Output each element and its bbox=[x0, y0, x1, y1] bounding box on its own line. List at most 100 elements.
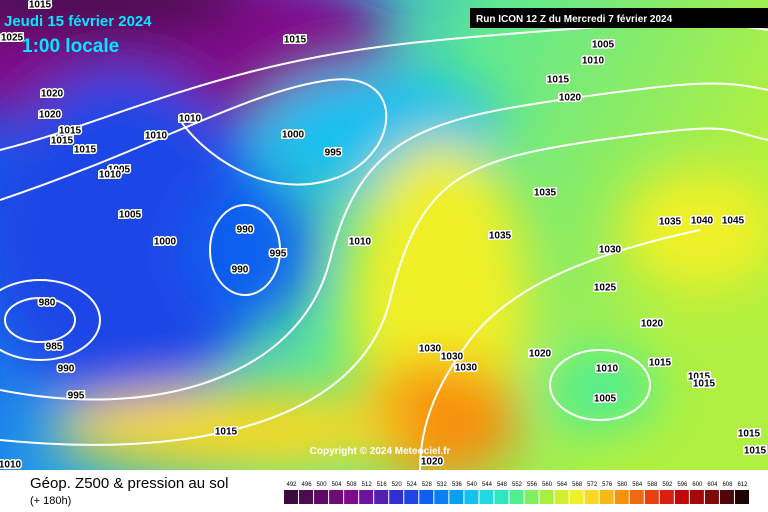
isobar-label: 990 bbox=[58, 364, 75, 375]
isobar-label: 1010 bbox=[179, 114, 202, 125]
isobar-label: 990 bbox=[237, 225, 254, 236]
isobar-label: 1005 bbox=[594, 394, 617, 405]
legend-label: 544 bbox=[482, 482, 493, 488]
isobar-label: 1030 bbox=[599, 245, 622, 256]
time: 1:00 locale bbox=[22, 36, 119, 57]
legend-swatch bbox=[734, 490, 749, 504]
isobar-label: 1015 bbox=[744, 446, 767, 457]
legend-label: 608 bbox=[722, 482, 733, 488]
isobar-label: 1005 bbox=[108, 165, 131, 176]
footer-subtitle: (+ 180h) bbox=[30, 495, 71, 507]
isobar-label: 990 bbox=[232, 265, 249, 276]
legend-label: 508 bbox=[347, 482, 358, 488]
isobar-label: 1010 bbox=[349, 237, 372, 248]
isobar-label: 1020 bbox=[39, 110, 62, 121]
legend-swatch bbox=[629, 490, 644, 504]
isobar-label: 995 bbox=[68, 391, 85, 402]
isobar-label: 1015 bbox=[74, 145, 97, 156]
legend-swatch bbox=[299, 490, 314, 504]
field bbox=[0, 0, 768, 480]
isobar-label: 1020 bbox=[641, 319, 664, 330]
isobar-label: 1005 bbox=[592, 40, 615, 51]
isobar-label: 995 bbox=[325, 148, 342, 159]
legend-label: 520 bbox=[392, 482, 403, 488]
legend-swatch bbox=[569, 490, 584, 504]
legend-swatch bbox=[704, 490, 719, 504]
isobar-label: 1020 bbox=[421, 457, 444, 468]
footer-title: Géop. Z500 & pression au sol bbox=[30, 475, 228, 492]
legend-swatch bbox=[344, 490, 359, 504]
isobar-label: 1015 bbox=[693, 379, 716, 390]
isobar-label: 1030 bbox=[441, 352, 464, 363]
legend-label: 612 bbox=[737, 482, 748, 488]
isobar-label: 1030 bbox=[455, 363, 478, 374]
isobar-label: 1010 bbox=[145, 131, 168, 142]
legend-swatch bbox=[434, 490, 449, 504]
isobar-label: 1015 bbox=[51, 136, 74, 147]
legend-swatch bbox=[644, 490, 659, 504]
isobar-label: 1025 bbox=[1, 33, 24, 44]
legend-swatch bbox=[464, 490, 479, 504]
isobar-label: 1040 bbox=[691, 216, 714, 227]
copyright: Copyright © 2024 Meteociel.fr bbox=[310, 446, 451, 457]
isobar-label: 1015 bbox=[738, 429, 761, 440]
legend-swatch bbox=[509, 490, 524, 504]
legend-swatch bbox=[659, 490, 674, 504]
isobar-label: 1015 bbox=[547, 75, 570, 86]
legend-label: 596 bbox=[677, 482, 688, 488]
legend-swatch bbox=[719, 490, 734, 504]
legend-swatch bbox=[614, 490, 629, 504]
legend-label: 496 bbox=[302, 482, 313, 488]
legend-swatch bbox=[359, 490, 374, 504]
isobar-label: 1015 bbox=[215, 427, 238, 438]
isobar-label: 1025 bbox=[594, 283, 617, 294]
legend-label: 560 bbox=[542, 482, 553, 488]
isobar-label: 995 bbox=[270, 249, 287, 260]
isobar-label: 1020 bbox=[559, 93, 582, 104]
legend-label: 552 bbox=[512, 482, 523, 488]
isobar-label: 1015 bbox=[59, 126, 82, 137]
legend-label: 528 bbox=[422, 482, 433, 488]
legend-swatch bbox=[689, 490, 704, 504]
isobar-label: 1035 bbox=[659, 217, 682, 228]
legend-label: 604 bbox=[707, 482, 718, 488]
legend-label: 492 bbox=[287, 482, 298, 488]
legend-swatch bbox=[674, 490, 689, 504]
legend-label: 584 bbox=[632, 482, 643, 488]
legend-swatch bbox=[524, 490, 539, 504]
legend-label: 564 bbox=[557, 482, 568, 488]
legend-label: 572 bbox=[587, 482, 598, 488]
legend-label: 580 bbox=[617, 482, 628, 488]
run-box bbox=[470, 8, 768, 28]
legend-label: 592 bbox=[662, 482, 673, 488]
legend-label: 540 bbox=[467, 482, 478, 488]
legend-label: 600 bbox=[692, 482, 703, 488]
legend-swatch bbox=[494, 490, 509, 504]
isobar-label: 1010 bbox=[0, 460, 22, 471]
isobar-label: 1045 bbox=[722, 216, 745, 227]
legend-swatch bbox=[599, 490, 614, 504]
isobar-label: 1020 bbox=[41, 89, 64, 100]
isobar-label: 1015 bbox=[29, 0, 52, 11]
isobar-label: 1010 bbox=[99, 170, 122, 181]
isobar-label: 980 bbox=[39, 298, 56, 309]
legend-swatch bbox=[374, 490, 389, 504]
isobar-label: 1010 bbox=[596, 364, 619, 375]
legend-label: 556 bbox=[527, 482, 538, 488]
legend-swatch bbox=[479, 490, 494, 504]
legend-label: 532 bbox=[437, 482, 448, 488]
legend-label: 524 bbox=[407, 482, 418, 488]
legend-label: 548 bbox=[497, 482, 508, 488]
legend-label: 504 bbox=[332, 482, 343, 488]
legend: 492 496 500 504 508 512 516 520 524 528 532 536 540 5… bbox=[284, 482, 749, 504]
legend-label: 516 bbox=[377, 482, 388, 488]
isobar-label: 1030 bbox=[419, 344, 442, 355]
isobar-label: 1000 bbox=[282, 130, 305, 141]
legend-swatch bbox=[554, 490, 569, 504]
legend-label: 512 bbox=[362, 482, 373, 488]
isobar-label: 1015 bbox=[284, 35, 307, 46]
isobar-label: 1005 bbox=[119, 210, 142, 221]
legend-swatch bbox=[284, 490, 299, 504]
